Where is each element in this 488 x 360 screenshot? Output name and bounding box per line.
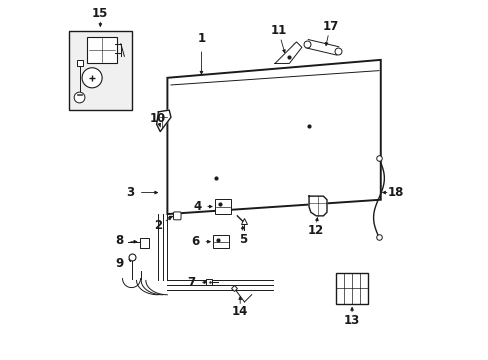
FancyBboxPatch shape — [214, 199, 231, 215]
Polygon shape — [308, 196, 326, 216]
Text: 5: 5 — [238, 233, 246, 246]
Text: 14: 14 — [231, 306, 248, 319]
FancyBboxPatch shape — [173, 212, 181, 220]
FancyBboxPatch shape — [212, 234, 228, 248]
FancyBboxPatch shape — [140, 238, 149, 248]
Text: 18: 18 — [387, 186, 403, 199]
Text: 7: 7 — [187, 276, 195, 289]
Circle shape — [82, 68, 102, 88]
Text: 15: 15 — [92, 7, 108, 20]
Circle shape — [74, 92, 85, 103]
FancyBboxPatch shape — [87, 37, 117, 63]
Text: 12: 12 — [307, 224, 323, 238]
Text: 16: 16 — [74, 66, 90, 79]
Text: 9: 9 — [115, 257, 123, 270]
Text: 17: 17 — [322, 20, 338, 33]
Text: 2: 2 — [153, 219, 162, 233]
Text: 10: 10 — [149, 112, 165, 125]
Polygon shape — [274, 42, 301, 63]
Text: 11: 11 — [270, 24, 286, 37]
Text: 6: 6 — [190, 235, 199, 248]
Bar — [335, 273, 367, 304]
Polygon shape — [156, 110, 171, 132]
FancyBboxPatch shape — [69, 31, 131, 110]
Text: 8: 8 — [115, 234, 123, 247]
Text: 13: 13 — [343, 314, 360, 327]
Text: 4: 4 — [193, 200, 201, 213]
Text: 3: 3 — [126, 186, 134, 199]
Text: 1: 1 — [197, 32, 205, 45]
